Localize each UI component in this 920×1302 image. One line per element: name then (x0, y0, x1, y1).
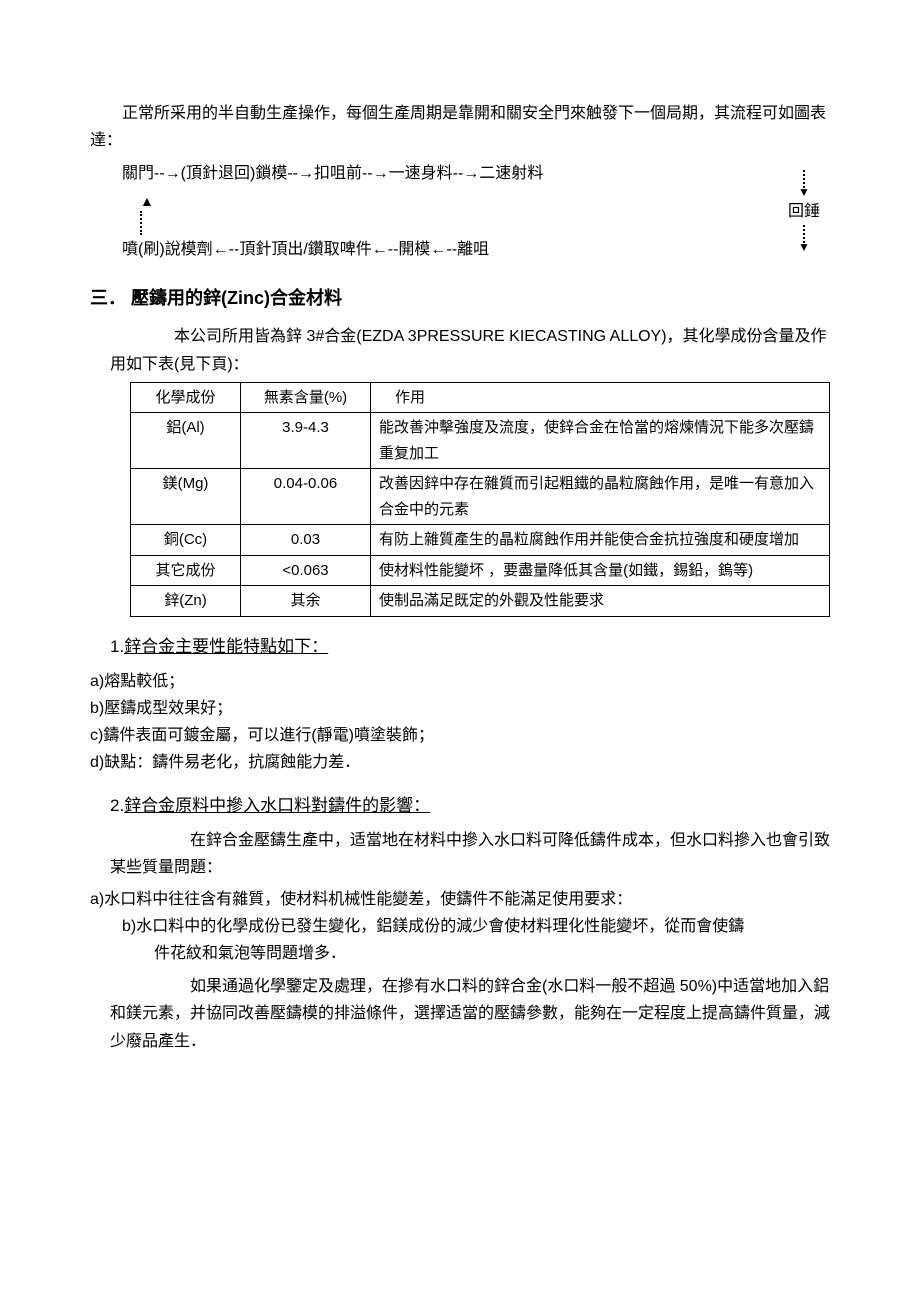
list-item: a)熔點較低； (90, 668, 830, 695)
subsection-number: 2. (110, 796, 124, 815)
flow-top-row: 關門--→(頂針退回)鎖模--→扣咀前--→一速身料--→二速射料 (122, 160, 830, 187)
table-header: 作用 (371, 382, 830, 413)
subsection-2-intro: 在鋅合金壓鑄生產中，适當地在材料中摻入水口料可降低鑄件成本，但水口料摻入也會引致… (110, 827, 830, 881)
flow-mid-row: ▲ ▼ 回錘 ▼ (122, 188, 830, 236)
table-cell: 能改善沖擊強度及流度，使鋅合金在恰當的熔煉情況下能多次壓鑄重复加工 (371, 413, 830, 469)
flow-right-column: ▼ 回錘 ▼ (788, 170, 820, 253)
subsection-number: 1. (110, 637, 124, 656)
subsection-2-conclusion: 如果通過化學鑒定及處理，在摻有水口料的鋅合金(水口料一般不超過 50%)中适當地… (110, 973, 830, 1055)
flow-mid-right-text: 回錘 (788, 198, 820, 225)
flow-bottom-text: 噴(刷)說模劑←--頂針頂出/鑽取啤件←--開模←--離咀 (122, 236, 489, 263)
table-cell: 使材料性能變坏 ，要盡量降低其含量(如鐵，錫鉛，鎢等) (371, 555, 830, 586)
table-cell: 其余 (241, 586, 371, 617)
table-cell: 其它成份 (131, 555, 241, 586)
flow-bottom-row: 噴(刷)說模劑←--頂針頂出/鑽取啤件←--開模←--離咀 (122, 236, 830, 263)
table-header-row: 化學成份 無素含量(%) 作用 (131, 382, 830, 413)
table-row: 鋁(Al) 3.9-4.3 能改善沖擊強度及流度，使鋅合金在恰當的熔煉情況下能多… (131, 413, 830, 469)
list-item-continuation: 件花紋和氣泡等問題增多． (154, 940, 830, 967)
section-3-intro: 本公司所用皆為鋅 3#合金(EZDA 3PRESSURE KIECASTING … (110, 323, 830, 377)
subsection-title: 鋅合金原料中摻入水口料對鑄件的影響： (124, 796, 430, 815)
table-row: 其它成份 <0.063 使材料性能變坏 ，要盡量降低其含量(如鐵，錫鉛，鎢等) (131, 555, 830, 586)
section-3-heading: 三． 壓鑄用的鋅(Zinc)合金材料 (90, 283, 830, 314)
table-cell: 0.04-0.06 (241, 469, 371, 525)
section-title: 壓鑄用的鋅(Zinc)合金材料 (131, 288, 342, 308)
table-cell: 銅(Cc) (131, 525, 241, 556)
table-cell: 有防上雜質產生的晶粒腐蝕作用并能使合金抗拉強度和硬度增加 (371, 525, 830, 556)
arrow-up-icon: ▲ (140, 188, 154, 234)
table-cell: 3.9-4.3 (241, 413, 371, 469)
arrow-down-icon: ▼ (798, 170, 810, 198)
list-item: b)壓鑄成型效果好； (90, 695, 830, 722)
arrow-down-icon: ▼ (798, 225, 810, 253)
table-header: 無素含量(%) (241, 382, 371, 413)
list-item: b)水口料中的化學成份已發生變化，鋁鎂成份的減少會使材料理化性能變坏，從而會使鑄 (122, 913, 830, 940)
process-flow-diagram: 關門--→(頂針退回)鎖模--→扣咀前--→一速身料--→二速射料 ▲ ▼ 回錘… (90, 160, 830, 262)
subsection-2-heading: 2.鋅合金原料中摻入水口料對鑄件的影響： (110, 792, 830, 821)
table-row: 鋅(Zn) 其余 使制品滿足既定的外觀及性能要求 (131, 586, 830, 617)
table-cell: 鎂(Mg) (131, 469, 241, 525)
composition-table: 化學成份 無素含量(%) 作用 鋁(Al) 3.9-4.3 能改善沖擊強度及流度… (130, 382, 830, 617)
list-item: d)缺點：鑄件易老化，抗腐蝕能力差． (90, 749, 830, 776)
table-cell: 鋅(Zn) (131, 586, 241, 617)
section-number: 三． (90, 283, 126, 314)
table-cell: 0.03 (241, 525, 371, 556)
table-header: 化學成份 (131, 382, 241, 413)
subsection-1-heading: 1.鋅合金主要性能特點如下： (110, 633, 830, 662)
subsection-title: 鋅合金主要性能特點如下： (124, 637, 328, 656)
table-row: 銅(Cc) 0.03 有防上雜質產生的晶粒腐蝕作用并能使合金抗拉強度和硬度增加 (131, 525, 830, 556)
table-cell: 使制品滿足既定的外觀及性能要求 (371, 586, 830, 617)
flow-top-text: 關門--→(頂針退回)鎖模--→扣咀前--→一速身料--→二速射料 (122, 160, 543, 187)
intro-paragraph: 正常所采用的半自動生產操作，每個生產周期是靠開和關安全門來触發下一個局期，其流程… (90, 100, 830, 154)
list-item: c)鑄件表面可鍍金屬，可以進行(靜電)噴塗裝飾； (90, 722, 830, 749)
table-cell: <0.063 (241, 555, 371, 586)
table-row: 鎂(Mg) 0.04-0.06 改善因鋅中存在雜質而引起粗鐵的晶粒腐蝕作用，是唯… (131, 469, 830, 525)
list-item: a)水口料中往往含有雜質，使材料机械性能變差，使鑄件不能滿足使用要求： (90, 886, 830, 913)
table-cell: 鋁(Al) (131, 413, 241, 469)
table-cell: 改善因鋅中存在雜質而引起粗鐵的晶粒腐蝕作用，是唯一有意加入合金中的元素 (371, 469, 830, 525)
